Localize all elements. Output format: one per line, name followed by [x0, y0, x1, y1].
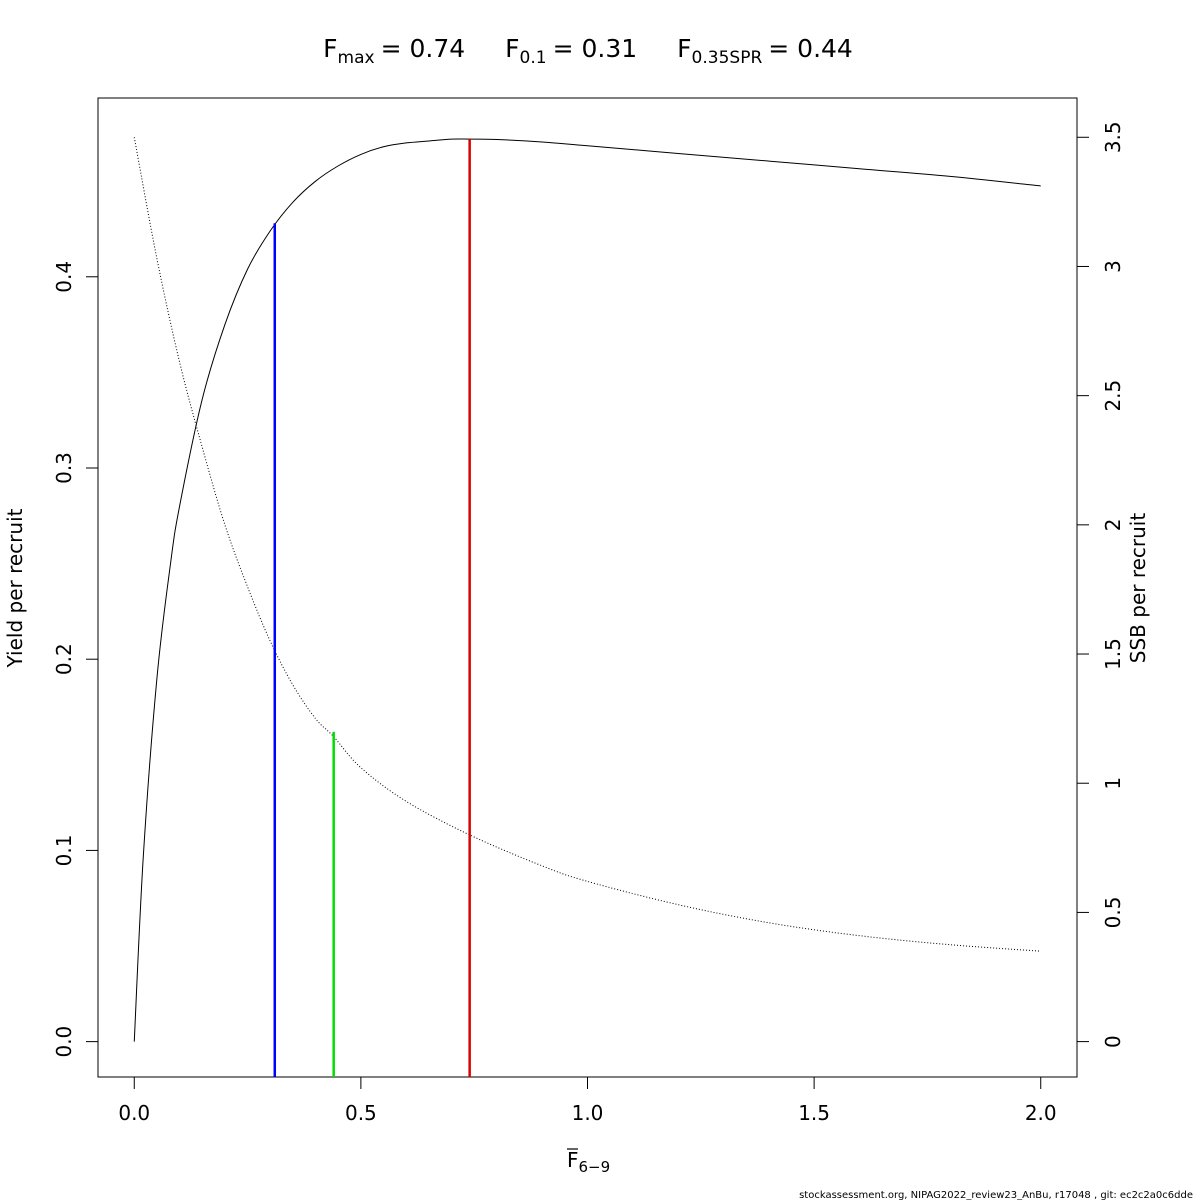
reference-lines — [273, 139, 471, 1077]
x-tick-label: 1.5 — [798, 1101, 830, 1125]
series-layer — [133, 137, 1041, 1042]
y-right-axis: 0 0.5 1 1.5 2 2.5 3 3.5 — [1076, 121, 1125, 1048]
y-left-tick-label: 0.2 — [52, 643, 76, 675]
title-f01-sub: 0.1 — [520, 48, 547, 68]
y-right-tick-label: 0.5 — [1101, 897, 1125, 929]
title-fmax-sub: max — [338, 48, 375, 68]
y-right-tick-label: 3.5 — [1101, 121, 1125, 153]
x-tick-label: 0.0 — [118, 1101, 150, 1125]
x-axis-label-base: F — [567, 1148, 579, 1172]
y-right-axis-label: SSB per recruit — [1126, 513, 1150, 664]
x-axis: 0.0 0.5 1.0 1.5 2.0 — [118, 1076, 1057, 1125]
x-axis-label-sub: 6−9 — [579, 1158, 611, 1176]
y-right-tick-label: 0 — [1101, 1035, 1125, 1048]
title-f035-value: = 0.44 — [768, 34, 853, 63]
svg-text:F6−9: F6−9 — [567, 1148, 610, 1176]
title-fmax-base: F — [323, 34, 337, 63]
chart-title: Fmax = 0.74 F0.1 = 0.31 F0.35SPR = 0.44 — [323, 34, 853, 68]
y-right-tick-label: 1.5 — [1101, 638, 1125, 670]
title-f01-base: F — [505, 34, 519, 63]
x-axis-label: F6−9 — [567, 1148, 610, 1176]
footer-text: stockassessment.org, NIPAG2022_review23_… — [799, 1190, 1193, 1200]
y-left-tick-label: 0.0 — [52, 1026, 76, 1058]
y-left-axis: 0.0 0.1 0.2 0.3 0.4 — [52, 261, 99, 1058]
y-left-tick-label: 0.4 — [52, 261, 76, 293]
plot-frame — [97, 97, 1078, 1078]
title-f035-sub: 0.35SPR — [692, 48, 763, 68]
yield-per-recruit-line — [133, 138, 1041, 1042]
title-fmax-value: = 0.74 — [381, 34, 466, 63]
x-tick-label: 0.5 — [345, 1101, 377, 1125]
y-right-tick-label: 1 — [1101, 777, 1125, 790]
y-left-tick-label: 0.1 — [52, 835, 76, 867]
y-right-tick-label: 2.5 — [1101, 380, 1125, 412]
x-tick-label: 1.0 — [572, 1101, 604, 1125]
title-f01-value: = 0.31 — [553, 34, 638, 63]
y-right-tick-label: 2 — [1101, 518, 1125, 531]
y-left-tick-label: 0.3 — [52, 452, 76, 484]
ssb-per-recruit-line — [133, 137, 1041, 952]
title-f035-base: F — [677, 34, 691, 63]
y-right-tick-label: 3 — [1101, 260, 1125, 273]
y-left-axis-label: Yield per recruit — [3, 508, 27, 668]
x-tick-label: 2.0 — [1025, 1101, 1057, 1125]
